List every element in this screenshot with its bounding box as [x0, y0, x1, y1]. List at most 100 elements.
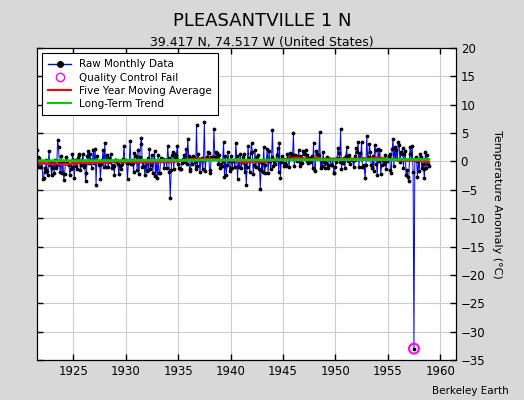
Point: [376, 146, 384, 153]
Point: [162, 165, 171, 171]
Point: [172, 152, 181, 158]
Point: [275, 168, 283, 175]
Point: [393, 156, 401, 163]
Point: [102, 152, 111, 158]
Point: [158, 157, 167, 163]
Point: [377, 170, 385, 177]
Point: [52, 162, 61, 169]
Point: [297, 159, 305, 166]
Point: [81, 178, 90, 184]
Point: [77, 162, 85, 168]
Point: [285, 164, 293, 170]
Point: [52, 165, 60, 171]
Point: [111, 157, 119, 163]
Point: [211, 154, 219, 160]
Point: [331, 164, 340, 170]
Point: [32, 146, 41, 153]
Point: [338, 158, 346, 164]
Point: [162, 156, 170, 163]
Point: [401, 148, 409, 154]
Point: [69, 157, 78, 163]
Point: [147, 162, 155, 168]
Point: [354, 139, 362, 145]
Point: [168, 152, 176, 158]
Point: [219, 158, 227, 164]
Point: [286, 150, 294, 156]
Point: [310, 166, 319, 172]
Point: [398, 145, 407, 152]
Point: [48, 164, 57, 171]
Point: [389, 136, 397, 142]
Point: [282, 163, 291, 169]
Point: [277, 159, 286, 166]
Point: [259, 168, 267, 175]
Point: [106, 158, 114, 165]
Point: [73, 154, 82, 161]
Point: [336, 125, 345, 132]
Point: [380, 161, 388, 167]
Point: [199, 166, 207, 172]
Point: [319, 149, 328, 156]
Point: [409, 168, 417, 175]
Point: [93, 152, 101, 159]
Point: [140, 163, 148, 170]
Point: [34, 164, 42, 170]
Point: [271, 161, 279, 168]
Point: [183, 161, 191, 167]
Point: [287, 155, 295, 162]
Point: [170, 166, 178, 172]
Point: [137, 134, 146, 141]
Point: [388, 146, 396, 152]
Point: [411, 157, 419, 164]
Point: [134, 147, 142, 154]
Point: [129, 169, 138, 176]
Point: [231, 164, 239, 170]
Point: [177, 166, 185, 172]
Text: 39.417 N, 74.517 W (United States): 39.417 N, 74.517 W (United States): [150, 36, 374, 49]
Point: [60, 176, 68, 183]
Point: [220, 139, 228, 145]
Point: [264, 170, 272, 176]
Point: [80, 164, 88, 170]
Point: [161, 157, 169, 163]
Point: [222, 172, 231, 178]
Point: [322, 160, 330, 166]
Point: [74, 151, 83, 157]
Point: [386, 166, 395, 173]
Point: [163, 143, 172, 149]
Point: [422, 165, 430, 171]
Point: [234, 156, 243, 163]
Point: [416, 151, 424, 157]
Point: [53, 137, 62, 143]
Point: [41, 168, 50, 175]
Point: [320, 159, 328, 165]
Point: [103, 156, 112, 163]
Point: [302, 158, 311, 164]
Point: [301, 151, 309, 157]
Point: [191, 159, 199, 166]
Point: [391, 156, 400, 162]
Point: [318, 163, 326, 170]
Point: [249, 171, 257, 177]
Point: [196, 157, 205, 164]
Point: [406, 144, 414, 150]
Point: [173, 142, 181, 149]
Point: [275, 140, 283, 146]
Point: [378, 157, 387, 163]
Point: [46, 162, 54, 168]
Point: [115, 163, 124, 169]
Point: [350, 164, 358, 170]
Point: [212, 149, 220, 155]
Point: [110, 162, 118, 169]
Point: [128, 156, 136, 163]
Point: [238, 159, 246, 166]
Point: [68, 164, 76, 170]
Point: [78, 157, 86, 163]
Point: [241, 168, 249, 175]
Point: [301, 146, 310, 153]
Point: [138, 164, 147, 170]
Point: [29, 154, 37, 161]
Point: [156, 170, 164, 176]
Point: [288, 151, 296, 157]
Point: [256, 186, 265, 192]
